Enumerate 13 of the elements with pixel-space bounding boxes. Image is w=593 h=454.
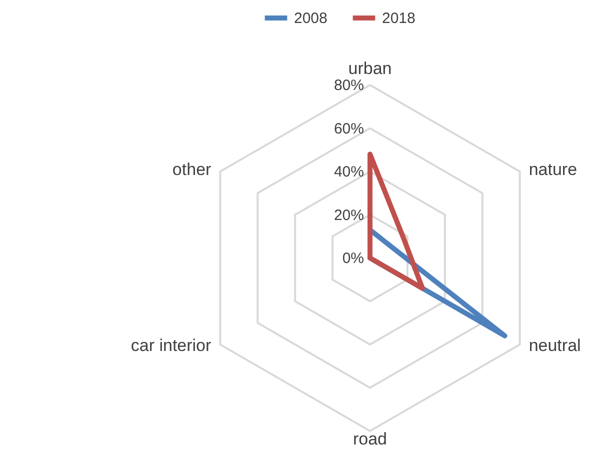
y-tick-label: 20% [334,206,364,224]
spoke-label: car interior [130,336,212,356]
y-tick-label: 0% [342,250,364,267]
spoke-label: other [172,160,212,179]
y-tick-label: 80% [334,77,364,94]
spoke-label: neutral [528,336,581,356]
legend-label: 2008 [294,10,328,27]
spoke-label: urban [348,59,392,78]
legend-label: 2018 [382,10,416,27]
y-tick-label: 40% [334,164,364,180]
y-tick-label: 60% [334,120,364,138]
spoke-label: road [352,430,388,449]
spoke-label: nature [528,160,578,179]
